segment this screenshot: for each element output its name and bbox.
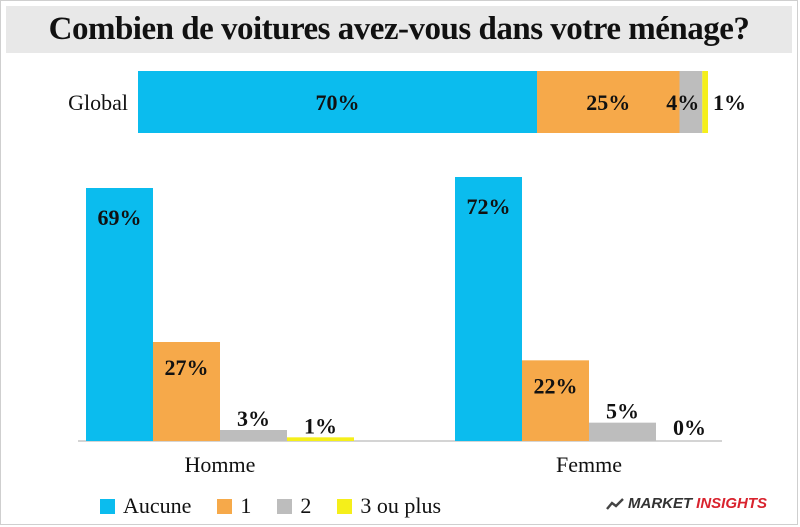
bar-label-homme-2: 27% <box>165 355 209 380</box>
title-bar: Combien de voitures avez-vous dans votre… <box>6 6 792 53</box>
legend-label-1: 1 <box>240 493 252 518</box>
chart-title: Combien de voitures avez-vous dans votre… <box>48 11 750 47</box>
category-label-global: Global <box>68 90 128 115</box>
global-bar-2 <box>537 71 680 133</box>
brand-part-2: INSIGHTS <box>696 495 768 512</box>
legend-swatch-1 <box>217 498 233 514</box>
category-label-homme: Homme <box>185 452 256 477</box>
global-bar-label-4: 1% <box>713 90 746 115</box>
bar-femme-2 <box>522 360 589 441</box>
category-label-femme: Femme <box>556 452 622 477</box>
legend-label-3-ou-plus: 3 ou plus <box>360 493 442 518</box>
legend-item-1: 1 <box>217 493 251 519</box>
legend-label-2: 2 <box>300 493 312 518</box>
bar-homme-2 <box>153 342 220 441</box>
global-bar-label-2: 25% <box>586 90 630 115</box>
bar-homme-4 <box>287 437 354 441</box>
global-bar-1 <box>138 71 537 133</box>
legend-swatch-2 <box>277 498 293 514</box>
bar-label-femme-4: 0% <box>673 415 706 440</box>
global-bar-label-1: 70% <box>316 90 360 115</box>
bar-femme-3 <box>589 422 656 441</box>
bar-label-homme-3: 3% <box>237 406 270 431</box>
legend-swatch-3-ou-plus <box>337 498 353 514</box>
bar-femme-1 <box>455 177 522 441</box>
legend-item-aucune: Aucune <box>100 493 191 519</box>
brand-part-1: MARKET <box>628 495 693 512</box>
brand-logo: MARKET INSIGHTS <box>606 495 767 512</box>
bar-label-femme-2: 22% <box>534 373 578 398</box>
legend-item-2: 2 <box>277 493 311 519</box>
bar-homme-3 <box>220 430 287 441</box>
legend-swatch-aucune <box>100 498 115 514</box>
bar-label-homme-4: 1% <box>304 413 337 438</box>
bar-label-homme-1: 69% <box>98 205 142 230</box>
global-bar-3 <box>679 71 703 133</box>
legend-item-3-ou-plus: 3 ou plus <box>337 493 441 519</box>
bar-label-femme-1: 72% <box>467 194 511 219</box>
chart-trend-icon <box>606 497 624 510</box>
legend: Aucune 1 2 3 ou plus <box>100 492 441 520</box>
bar-label-femme-3: 5% <box>606 399 639 424</box>
bar-homme-1 <box>86 188 153 441</box>
legend-label-aucune: Aucune <box>123 493 192 518</box>
global-bar-label-3: 4% <box>666 90 699 115</box>
global-bar-4 <box>702 71 708 133</box>
